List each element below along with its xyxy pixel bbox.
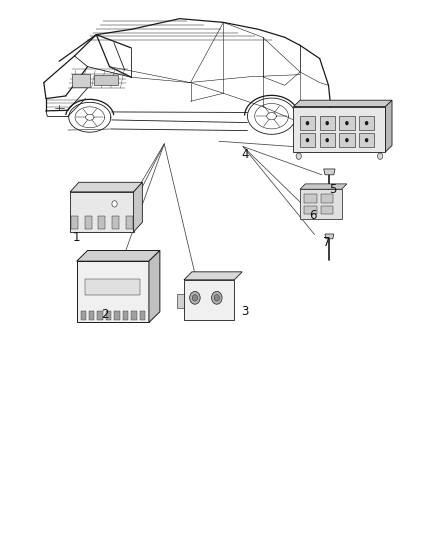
Bar (85, 216, 92, 229)
Circle shape (365, 138, 368, 142)
Polygon shape (325, 234, 334, 239)
Polygon shape (184, 280, 234, 320)
Bar (300, 133, 315, 147)
Bar (106, 311, 111, 320)
Bar (123, 311, 128, 320)
Circle shape (192, 295, 198, 301)
Polygon shape (77, 261, 149, 322)
Circle shape (378, 153, 383, 159)
Bar (98, 311, 103, 320)
Bar (339, 133, 355, 147)
Bar (359, 133, 374, 147)
Bar (339, 116, 355, 130)
Polygon shape (324, 169, 335, 175)
Bar (131, 311, 137, 320)
Circle shape (296, 153, 301, 159)
Text: 6: 6 (309, 209, 317, 222)
Bar (89, 311, 94, 320)
Circle shape (212, 292, 222, 304)
Circle shape (112, 201, 117, 207)
Bar (321, 206, 333, 214)
Text: 3: 3 (242, 305, 249, 318)
Polygon shape (134, 182, 142, 232)
Bar (126, 216, 133, 229)
Bar (85, 279, 140, 295)
Bar (72, 74, 90, 87)
Circle shape (345, 121, 349, 125)
Bar (112, 216, 119, 229)
Circle shape (306, 121, 309, 125)
Polygon shape (149, 251, 160, 322)
Polygon shape (300, 189, 342, 219)
Bar (94, 75, 118, 85)
Bar (320, 116, 335, 130)
Circle shape (345, 138, 349, 142)
Circle shape (190, 292, 200, 304)
Bar (98, 216, 105, 229)
Text: 7: 7 (322, 236, 330, 249)
Bar (114, 311, 120, 320)
Circle shape (325, 121, 329, 125)
Bar (320, 133, 335, 147)
Polygon shape (70, 182, 142, 192)
Polygon shape (385, 100, 392, 152)
Text: 2: 2 (101, 308, 109, 321)
Bar (177, 294, 185, 308)
Polygon shape (300, 184, 347, 189)
Polygon shape (77, 251, 160, 261)
Bar (359, 116, 374, 130)
Text: 1: 1 (73, 231, 81, 244)
Polygon shape (70, 192, 134, 232)
Bar (321, 194, 333, 203)
Bar (300, 116, 315, 130)
Polygon shape (293, 100, 392, 107)
Bar (81, 311, 86, 320)
Polygon shape (293, 107, 385, 152)
Circle shape (365, 121, 368, 125)
Bar (304, 206, 317, 214)
Circle shape (214, 295, 219, 301)
Circle shape (325, 138, 329, 142)
Circle shape (306, 138, 309, 142)
Text: 5: 5 (329, 183, 336, 196)
Text: 4: 4 (241, 148, 249, 161)
Bar (304, 194, 317, 203)
Bar (71, 216, 78, 229)
Polygon shape (184, 272, 242, 280)
Bar (140, 311, 145, 320)
